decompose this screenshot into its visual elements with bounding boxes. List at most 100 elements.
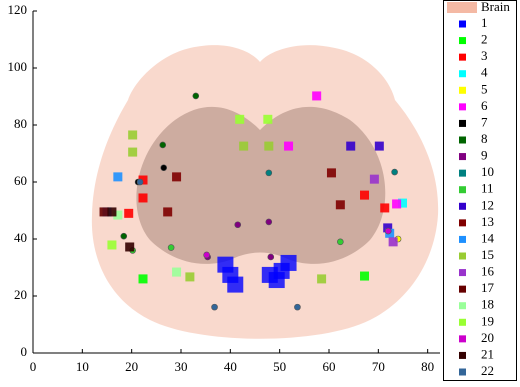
legend-label: 5 [481, 81, 488, 96]
point [211, 303, 218, 311]
legend-box [443, 0, 517, 381]
legend-label: 2 [481, 32, 488, 47]
legend-label: 20 [481, 330, 494, 345]
point [113, 172, 123, 182]
point [124, 208, 134, 218]
x-tick-label: 0 [30, 359, 37, 374]
y-tick-label: 120 [8, 2, 28, 17]
point [391, 168, 398, 176]
point [160, 164, 168, 172]
point [267, 253, 275, 261]
legend-swatch [459, 186, 466, 194]
legend-label: Brain [481, 0, 510, 14]
legend-swatch [459, 20, 466, 28]
legend-label: 16 [481, 264, 495, 279]
legend-swatch [459, 335, 466, 343]
point [167, 244, 175, 251]
legend-swatch [459, 53, 466, 61]
legend-label: 15 [481, 247, 494, 262]
point [163, 207, 173, 217]
legend-swatch [459, 235, 466, 243]
legend-label: 17 [481, 280, 495, 295]
y-tick-label: 40 [14, 230, 27, 245]
legend-swatch [459, 219, 466, 227]
legend-label: 9 [481, 148, 488, 163]
point [312, 91, 322, 101]
point [294, 303, 301, 311]
x-tick-label: 60 [323, 359, 336, 374]
legend-swatch [459, 136, 466, 144]
legend-swatch [447, 2, 477, 13]
point [159, 141, 167, 149]
legend-swatch [459, 368, 466, 376]
point [203, 251, 210, 259]
point [317, 274, 327, 284]
point [234, 221, 242, 229]
x-tick-label: 40 [224, 359, 237, 374]
x-tick-label: 30 [175, 359, 188, 374]
point [185, 272, 195, 282]
brain-inner [136, 106, 386, 264]
point [360, 271, 370, 281]
legend-swatch [459, 37, 466, 45]
y-tick-label: 0 [21, 344, 28, 359]
point [125, 242, 135, 252]
legend-swatch [459, 285, 466, 293]
point [264, 141, 274, 151]
legend-label: 22 [481, 363, 494, 378]
x-tick-label: 70 [372, 359, 385, 374]
legend-swatch [459, 202, 466, 210]
point [335, 200, 345, 210]
legend-label: 7 [481, 114, 488, 129]
point [113, 210, 123, 220]
point [265, 218, 273, 226]
legend-swatch [459, 318, 466, 326]
legend-label: 11 [481, 181, 494, 196]
point [138, 274, 148, 284]
legend-swatch [459, 103, 466, 111]
legend-label: 3 [481, 48, 488, 63]
legend-swatch [459, 119, 466, 127]
point [384, 227, 392, 235]
legend-label: 10 [481, 164, 494, 179]
legend-swatch [459, 70, 466, 78]
point [235, 114, 245, 124]
legend-label: 14 [481, 230, 495, 245]
legend-label: 6 [481, 98, 488, 113]
point [265, 169, 273, 177]
point [192, 92, 200, 100]
point [369, 174, 379, 184]
x-tick-label: 10 [76, 359, 89, 374]
point [360, 190, 370, 200]
point [227, 276, 244, 293]
y-tick-label: 20 [14, 287, 27, 302]
legend-label: 1 [481, 15, 488, 30]
legend-swatch [459, 169, 466, 177]
point [120, 232, 128, 240]
point [107, 240, 117, 250]
y-tick-label: 100 [8, 59, 28, 74]
point [374, 141, 384, 151]
point [138, 175, 148, 185]
x-tick-label: 20 [125, 359, 138, 374]
x-tick-label: 50 [273, 359, 286, 374]
legend-swatch [459, 351, 466, 359]
point [346, 141, 356, 151]
legend-swatch [459, 302, 466, 310]
point [273, 262, 290, 279]
legend-label: 13 [481, 214, 494, 229]
point [107, 207, 117, 217]
legend-label: 19 [481, 313, 494, 328]
legend-label: 18 [481, 297, 494, 312]
point [172, 172, 182, 182]
point [337, 238, 344, 246]
point [392, 199, 402, 209]
point [380, 203, 390, 213]
point [263, 114, 273, 124]
point [99, 207, 109, 217]
point [136, 178, 144, 186]
point [138, 193, 148, 203]
point [388, 237, 398, 247]
point [172, 267, 182, 277]
